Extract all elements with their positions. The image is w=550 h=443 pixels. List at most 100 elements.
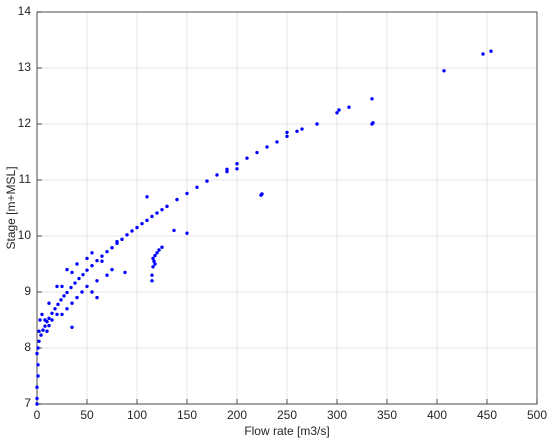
scatter-point [235, 167, 239, 171]
x-tick-label: 250 [277, 408, 297, 422]
scatter-point [100, 254, 104, 258]
scatter-point [65, 267, 69, 272]
scatter-point [285, 134, 289, 139]
scatter-point [225, 169, 229, 174]
scatter-point [56, 302, 60, 307]
scatter-point [442, 69, 446, 73]
scatter-point [105, 249, 109, 254]
scatter-point [38, 318, 42, 322]
y-tick-label: 14 [18, 4, 32, 18]
scatter-point [69, 285, 73, 290]
scatter-point [75, 295, 79, 300]
scatter-point [255, 150, 259, 155]
scatter-point [65, 290, 69, 295]
scatter-point [90, 263, 94, 268]
scatter-point [35, 385, 39, 389]
scatter-point [35, 351, 39, 356]
y-axis-label: Stage [m+MSL] [4, 166, 18, 249]
scatter-point [155, 251, 159, 255]
scatter-point [100, 259, 104, 263]
scatter-point [347, 105, 351, 109]
scatter-point [337, 108, 341, 112]
x-axis-label: Flow rate [m3/s] [244, 424, 329, 438]
x-tick-label: 450 [477, 408, 497, 422]
y-tick-label: 8 [24, 340, 31, 354]
scatter-point [275, 140, 279, 144]
scatter-point [37, 329, 41, 333]
scatter-point [150, 279, 154, 283]
scatter-point [152, 259, 156, 263]
scatter-point [489, 49, 493, 53]
scatter-point [110, 267, 114, 272]
x-tick-label: 100 [127, 408, 147, 422]
scatter-point [120, 237, 124, 242]
x-tick-label: 500 [527, 408, 547, 422]
scatter-point [39, 333, 43, 337]
scatter-point [47, 301, 51, 305]
scatter-point [205, 179, 209, 183]
scatter-point [135, 225, 139, 230]
scatter-point [95, 295, 99, 300]
scatter-point [235, 162, 239, 166]
scatter-point [295, 129, 299, 133]
scatter-point [265, 145, 269, 149]
scatter-point [62, 294, 66, 298]
scatter-point [123, 270, 127, 275]
scatter-point [95, 258, 99, 263]
scatter-point [80, 290, 84, 294]
scatter-point [151, 265, 155, 269]
scatter-point [260, 192, 264, 196]
scatter-point [105, 273, 109, 277]
scatter-point [160, 245, 164, 249]
scatter-point [85, 284, 89, 289]
scatter-point [245, 156, 249, 160]
scatter-point [95, 279, 99, 283]
scatter-point [50, 311, 54, 315]
x-tick-label: 300 [327, 408, 347, 422]
scatter-point [215, 173, 219, 177]
scatter-point [370, 97, 374, 101]
scatter-point [335, 111, 339, 115]
scatter-point [153, 262, 157, 266]
scatter-point [45, 329, 49, 333]
scatter-point [150, 214, 154, 219]
scatter-point [110, 246, 114, 250]
y-tick-label: 7 [24, 396, 31, 410]
scatter-point [59, 298, 63, 302]
scatter-point [160, 207, 164, 212]
x-tick-label: 400 [427, 408, 447, 422]
scatter-point [65, 307, 69, 311]
scatter-point [73, 281, 77, 285]
y-tick-label: 13 [18, 60, 32, 74]
scatter-point [185, 231, 189, 235]
scatter-point [285, 130, 289, 135]
scatter-point [41, 328, 45, 332]
x-tick-label: 200 [227, 408, 247, 422]
scatter-point [153, 253, 157, 258]
scatter-point [70, 301, 74, 305]
scatter-point [36, 374, 40, 378]
scatter-point [315, 122, 319, 126]
scatter-point [43, 324, 47, 328]
scatter-point [43, 318, 47, 322]
scatter-point [50, 318, 54, 322]
scatter-point [47, 323, 51, 328]
scatter-point [36, 346, 40, 350]
scatter-point [157, 248, 161, 252]
scatter-point [35, 402, 39, 406]
scatter-point [125, 233, 129, 237]
scatter-point [165, 204, 169, 209]
scatter-point [40, 312, 44, 317]
scatter-point [145, 195, 149, 199]
scatter-point [145, 218, 149, 223]
scatter-point [47, 316, 51, 321]
scatter-point [37, 339, 41, 343]
scatter-point [36, 363, 40, 367]
scatter-point [151, 256, 155, 261]
scatter-point [155, 211, 159, 215]
scatter-point [60, 312, 64, 317]
y-tick-label: 10 [18, 228, 32, 242]
scatter-point [70, 325, 74, 329]
scatter-point [60, 284, 64, 289]
scatter-point [90, 251, 94, 255]
